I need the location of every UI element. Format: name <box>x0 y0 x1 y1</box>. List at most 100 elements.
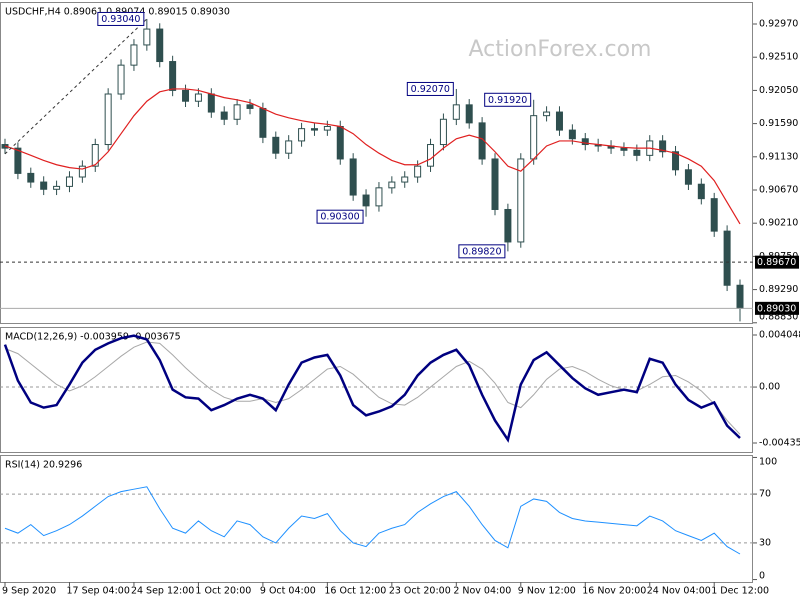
candle-body <box>736 284 744 309</box>
candle-body <box>710 198 718 232</box>
candle-body <box>323 125 331 131</box>
candle-body <box>672 151 680 171</box>
x-tick-label: 9 Oct 04:00 <box>260 586 316 597</box>
candle-body <box>65 176 73 187</box>
moving-average <box>4 88 741 225</box>
candle-body <box>310 128 318 131</box>
candle-body <box>143 28 151 46</box>
candle-body <box>259 107 267 138</box>
x-tick-label: 1 Oct 20:00 <box>195 586 251 597</box>
candle-body <box>555 111 563 131</box>
pane-frame <box>0 2 753 324</box>
candle-body <box>14 147 22 174</box>
y-tick-label: 0.00 <box>759 382 780 393</box>
candle-body <box>246 104 254 109</box>
y-tick-label: -0.004351 <box>759 438 800 449</box>
candle-body <box>633 149 641 156</box>
level-label-box <box>755 301 799 315</box>
candle-body <box>40 181 48 190</box>
candle-body <box>452 104 460 120</box>
candle-body <box>620 147 628 151</box>
y-tick-label: 70 <box>759 489 771 500</box>
candle-body <box>233 104 241 120</box>
annotation-label: 0.92070 <box>411 84 450 95</box>
x-tick-label: 1 Dec 12:00 <box>711 586 769 597</box>
candle-body <box>285 140 293 154</box>
indicator-line <box>4 486 741 555</box>
x-tick-label: 2 Nov 04:00 <box>453 586 511 597</box>
candle-body <box>439 118 447 146</box>
y-tick-label: 0 <box>759 571 765 582</box>
indicator-line <box>4 341 741 435</box>
candle-body <box>375 187 383 207</box>
candle-body <box>91 144 99 167</box>
level-label: 0.89670 <box>757 257 796 268</box>
y-tick-label: 0.92970 <box>759 19 798 30</box>
candle-body <box>517 158 525 243</box>
candle-body <box>478 122 486 160</box>
candle-body <box>182 89 190 102</box>
candle-body <box>53 185 61 190</box>
candle-body <box>530 115 538 160</box>
x-tick-label: 24 Nov 04:00 <box>647 586 711 597</box>
level-label: 0.89030 <box>757 303 796 314</box>
annotation-box <box>97 11 145 26</box>
annotation-box <box>406 81 454 96</box>
annotation-label: 0.91920 <box>488 95 527 106</box>
candle-body <box>220 111 228 120</box>
candle-body <box>117 64 125 95</box>
candle-body <box>581 138 589 146</box>
pane-frame <box>0 455 753 583</box>
candle-body <box>194 93 202 102</box>
candle-body <box>684 169 692 185</box>
y-tick-label: 0.90210 <box>759 218 798 229</box>
annotation-label: 0.93040 <box>101 14 140 25</box>
candle-body <box>401 176 409 183</box>
candle-body <box>349 158 357 196</box>
candle-body <box>27 172 35 183</box>
y-tick-label: 0.004048 <box>759 329 800 340</box>
candle-body <box>78 165 86 178</box>
candle-body <box>568 129 576 140</box>
x-tick-label: 24 Sep 12:00 <box>131 586 194 597</box>
y-tick-label: 0.88830 <box>759 312 798 323</box>
y-tick-label: 0.89290 <box>759 284 798 295</box>
y-tick-label: 0.91130 <box>759 151 798 162</box>
y-tick-label: 0.90670 <box>759 184 798 195</box>
x-tick-label: 23 Oct 20:00 <box>389 586 451 597</box>
annotation-label: 0.89820 <box>462 246 501 257</box>
x-tick-label: 17 Sep 04:00 <box>66 586 129 597</box>
candle-body <box>169 61 177 91</box>
candle-body <box>504 208 512 243</box>
level-label-box <box>755 255 799 269</box>
y-tick-label: 100 <box>759 457 777 468</box>
candle-body <box>414 165 422 178</box>
x-tick-label: 9 Nov 12:00 <box>518 586 576 597</box>
candle-body <box>207 93 215 113</box>
y-tick-label: 30 <box>759 537 771 548</box>
x-tick-label: 16 Oct 12:00 <box>324 586 386 597</box>
pane-title: RSI(14) 20.9296 <box>5 460 82 471</box>
pane-title: MACD(12,26,9) -0.003959 -0.003675 <box>5 332 181 343</box>
x-tick-label: 16 Nov 20:00 <box>582 586 646 597</box>
annotation-box <box>316 209 364 224</box>
candle-body <box>336 125 344 160</box>
candle-body <box>362 194 370 207</box>
candle-body <box>130 44 138 66</box>
annotation-box <box>484 92 532 107</box>
y-tick-label: 0.91590 <box>759 118 798 129</box>
candle-body <box>697 183 705 200</box>
candle-body <box>543 111 551 117</box>
watermark: ActionForex.com <box>469 37 652 62</box>
indicator-line <box>3 334 741 443</box>
candle-body <box>298 128 306 142</box>
candle-body <box>104 93 112 146</box>
candle-body <box>388 181 396 189</box>
candle-body <box>723 230 731 286</box>
candle-body <box>465 104 473 124</box>
candle-body <box>427 144 435 167</box>
annotation-box <box>458 244 506 259</box>
candle-body <box>659 140 667 153</box>
candle-body <box>491 158 499 210</box>
